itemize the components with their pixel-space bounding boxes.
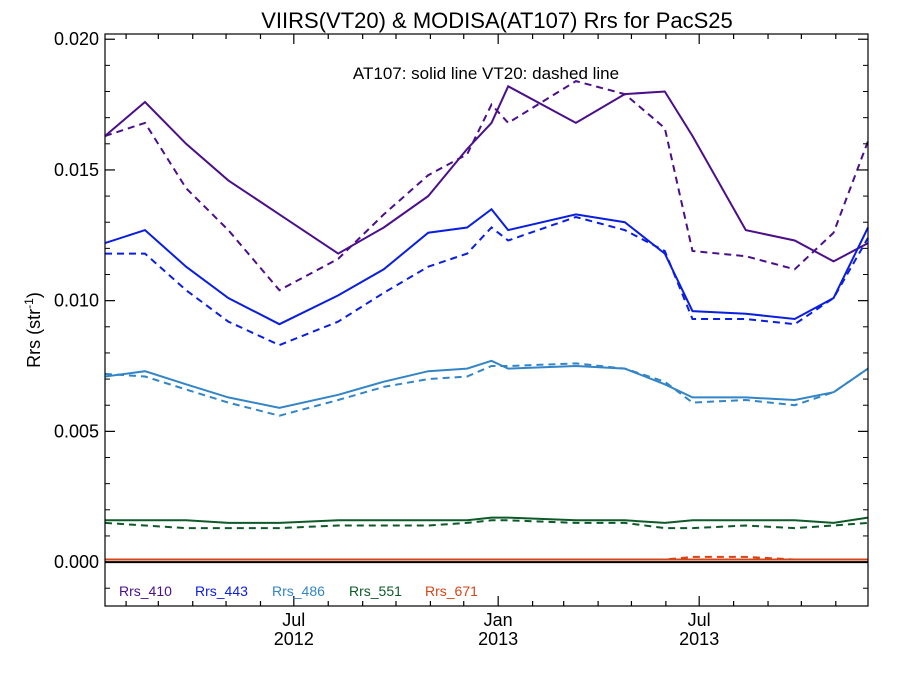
- legend-entry-rrs-410: Rrs_410: [119, 583, 172, 599]
- line-style-annotation: AT107: solid line VT20: dashed line: [353, 64, 619, 83]
- x-tick-label-year: 2013: [679, 629, 719, 649]
- y-axis-label: Rrs (str-1): [22, 292, 44, 368]
- y-tick-label: 0.020: [54, 29, 99, 49]
- y-tick-label: 0.010: [54, 291, 99, 311]
- series-line-rrs-486-vt20: [104, 362, 869, 417]
- x-tick-label-month: Jul: [282, 610, 305, 630]
- series-line-rrs-410-at107: [104, 84, 869, 263]
- series-layer: [104, 80, 869, 561]
- y-axis-label-close: ): [24, 292, 44, 298]
- legend: Rrs_410 Rrs_443 Rrs_486 Rrs_551 Rrs_671: [119, 583, 478, 599]
- series-line-rrs-443-vt20: [105, 215, 869, 347]
- y-tick-label: 0.000: [54, 552, 99, 572]
- x-tick-label-year: 2012: [274, 629, 314, 649]
- legend-entry-rrs-551: Rrs_551: [349, 583, 402, 599]
- x-tick-label-month: Jul: [688, 610, 711, 630]
- legend-entry-rrs-671: Rrs_671: [425, 583, 478, 599]
- y-axis-label-superscript: -1: [22, 298, 36, 309]
- x-tick-label-month: Jan: [484, 610, 513, 630]
- series-line-rrs-486-at107: [104, 359, 869, 409]
- legend-entry-rrs-443: Rrs_443: [195, 583, 248, 599]
- y-tick-label: 0.015: [54, 160, 99, 180]
- y-tick-label: 0.005: [54, 421, 99, 441]
- svg-text:Rrs (str-1): Rrs (str-1): [22, 292, 44, 368]
- series-line-rrs-410-vt20: [104, 80, 869, 292]
- series-line-rrs-551-vt20: [104, 519, 869, 530]
- chart-title: VIIRS(VT20) & MODISA(AT107) Rrs for PacS…: [261, 8, 733, 33]
- series-line-rrs-443-at107: [104, 207, 869, 326]
- legend-entry-rrs-486: Rrs_486: [272, 583, 325, 599]
- y-axis-label-text: Rrs (str: [24, 309, 44, 368]
- series-line-rrs-551-at107: [105, 516, 869, 524]
- plot-frame: [104, 33, 869, 607]
- x-tick-label-year: 2013: [478, 629, 518, 649]
- axes-layer: 0.0000.0050.0100.0150.020Jul2012Jan2013J…: [54, 29, 869, 649]
